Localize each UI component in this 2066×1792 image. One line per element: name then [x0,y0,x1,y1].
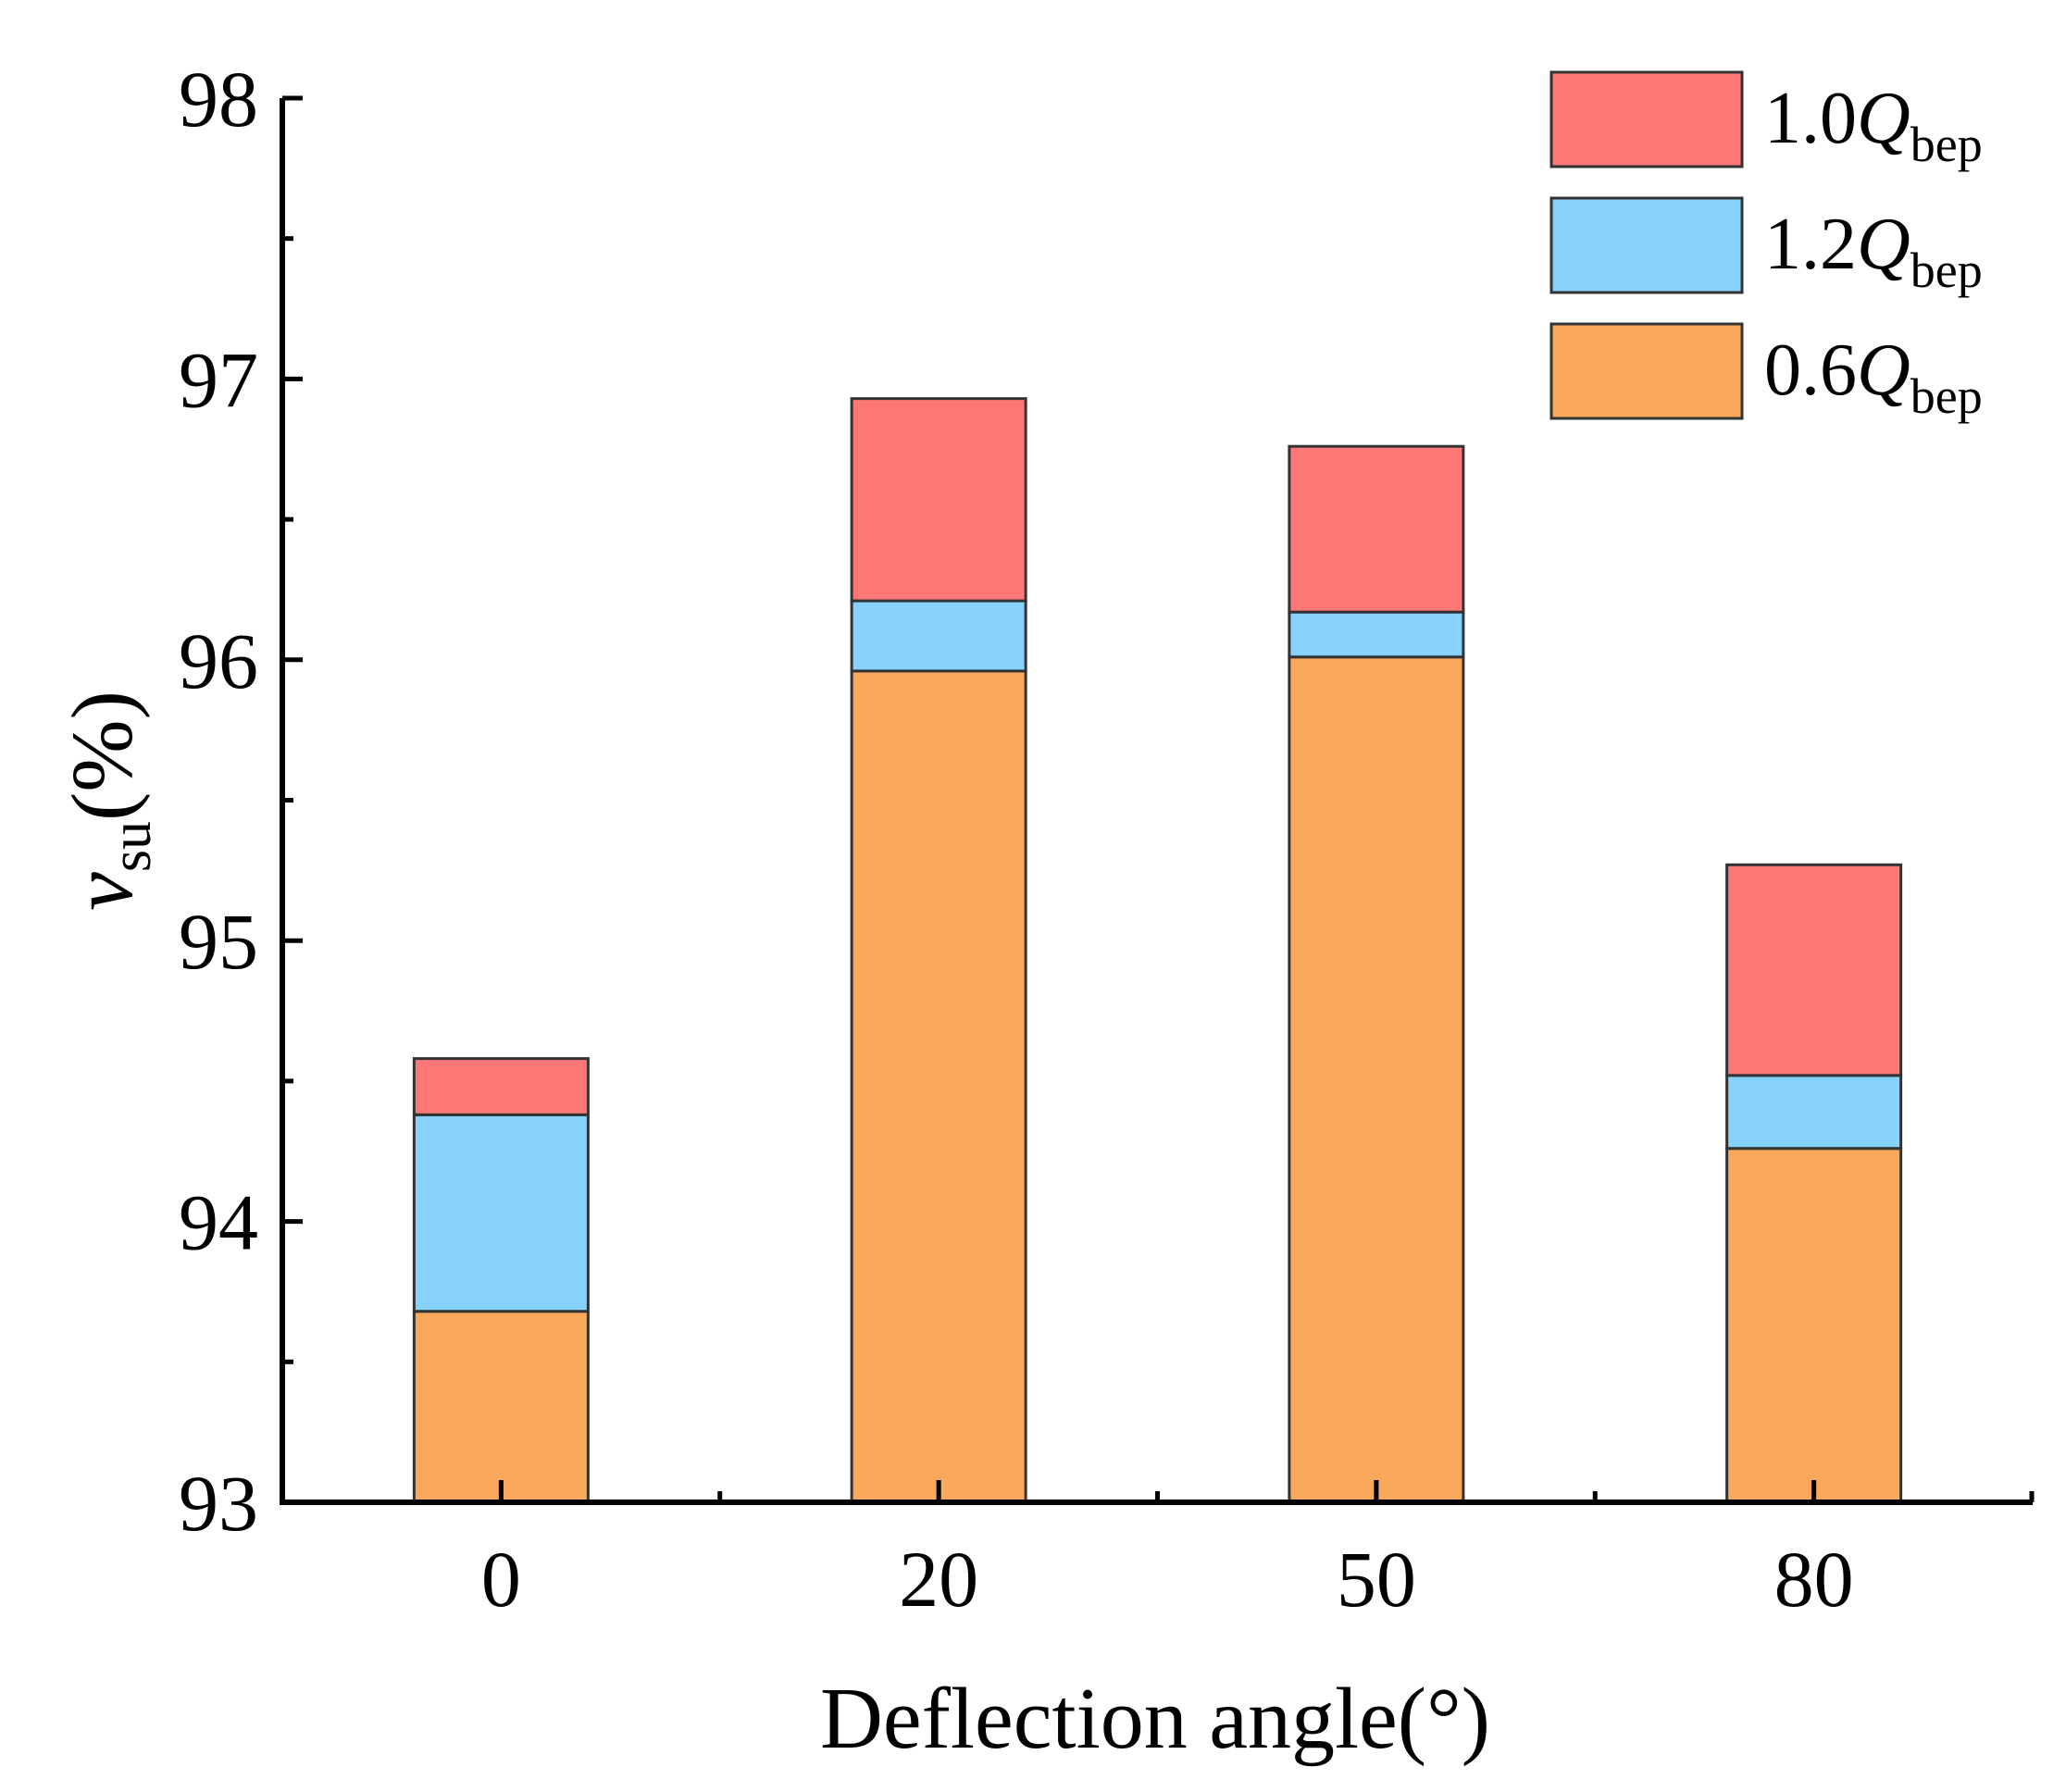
x-tick-label-80: 80 [1774,1535,1854,1624]
legend-swatch-2 [1550,322,1744,420]
legend-label-1: 1.2Qbep [1764,204,1983,298]
x-ticks: 0 20 50 80 [481,1480,2035,1624]
legend-label-0: 1.0Qbep [1764,78,1983,172]
y-axis-title-subscript: su [100,821,163,872]
bar-50-series-2 [1288,444,1465,614]
legend-swatch-1 [1550,196,1744,294]
y-ticks: 93 94 95 96 97 98 [179,55,303,1548]
legend-label-2: 0.6Qbep [1764,330,1983,424]
bar-20-series-2 [850,397,1027,603]
y-axis-title-unit: (%) [55,691,151,821]
x-tick-label-0: 0 [481,1535,521,1624]
x-tick-label-50: 50 [1337,1535,1416,1624]
bar-20-series-0 [850,669,1027,1504]
y-tick-label: 98 [179,55,258,143]
bar-0-series-2 [412,1057,590,1116]
y-axis-title-symbol: v [55,872,151,911]
bar-0-series-1 [412,1113,590,1313]
y-axis-title: vsu(%) [55,691,163,911]
bar-50-series-0 [1288,655,1465,1504]
y-tick-label: 94 [179,1178,258,1267]
x-axis-title: Deflection angle(°) [820,1671,1490,1767]
y-tick-label: 93 [179,1459,258,1548]
y-tick-label: 95 [179,897,258,986]
y-tick-label: 97 [179,335,258,424]
bars-layer [412,397,1903,1504]
bar-80-series-1 [1725,1074,1903,1151]
y-tick-label: 96 [179,616,258,705]
bar-0-series-0 [412,1310,590,1504]
legend-swatch-0 [1550,70,1744,168]
bar-80-series-0 [1725,1147,1903,1504]
bar-50-series-1 [1288,610,1465,659]
legend: 1.0Qbep 1.2Qbep 0.6Qbep [1550,70,1983,424]
bar-20-series-1 [850,599,1027,673]
bar-80-series-2 [1725,863,1903,1077]
x-tick-label-20: 20 [899,1535,978,1624]
